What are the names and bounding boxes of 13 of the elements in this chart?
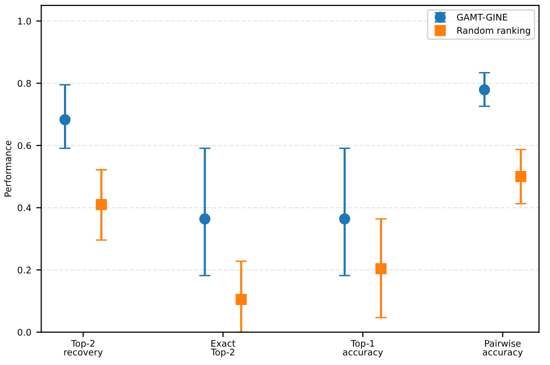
y-tick-label: 0.4	[18, 204, 32, 212]
y-tick-label: 0.8	[18, 80, 31, 87]
y-tick-label: 0.6	[18, 142, 31, 150]
x-tick-label: Top-1 accuracy	[343, 340, 383, 358]
y-tick-label: 0.0	[18, 328, 31, 336]
legend-label: Random ranking	[457, 26, 530, 36]
x-tick-label: Exact Top-2	[210, 340, 236, 358]
y-axis-title: Performance	[4, 140, 12, 197]
y-tick-label: 0.2	[18, 266, 31, 274]
legend-label: GAMT-GINE	[456, 14, 508, 21]
x-tick-label: Pairwise accuracy	[482, 340, 523, 358]
y-tick-label: 1.0	[18, 18, 31, 25]
x-tick-label: Top-2 recovery	[64, 340, 103, 358]
